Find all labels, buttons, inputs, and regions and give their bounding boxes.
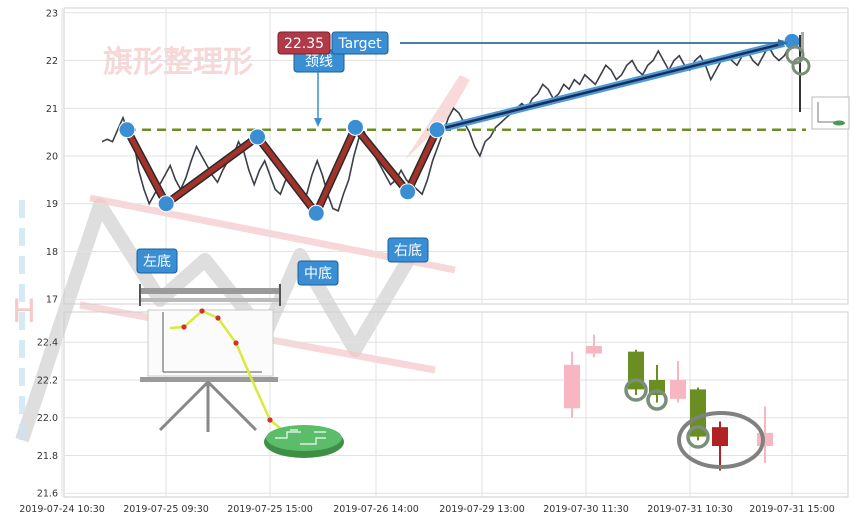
- candle-body: [690, 389, 706, 437]
- easel-chart-icon: [139, 284, 291, 437]
- middle-bottom-label: 中底: [297, 260, 339, 286]
- candle-highlight-circles: [624, 45, 811, 469]
- pivot-point: [249, 128, 267, 146]
- pattern-leg: [255, 134, 319, 216]
- highlight-ring-2: [646, 389, 668, 411]
- pivot-point: [428, 121, 446, 139]
- pivot-point: [399, 183, 417, 201]
- bottom-y-tick-label: 22.2: [37, 375, 58, 386]
- pattern-leg: [313, 124, 358, 216]
- x-axis-ticks: 2019-07-24 10:30 2019-07-25 09:30 2019-07-…: [19, 504, 835, 515]
- title-watermark: 旗形整理形: [103, 45, 253, 80]
- bottom-y-tick-label: 22.4: [37, 338, 58, 349]
- top-panel-grid: [61, 7, 849, 305]
- price-line: [101, 40, 801, 213]
- bottom-y-tick-label: 21.8: [37, 451, 58, 462]
- pivot-point: [307, 204, 325, 222]
- top-y-tick-label: 20: [46, 152, 58, 163]
- x-tick-label: 2019-07-31 10:30: [647, 504, 733, 515]
- candle-body: [712, 427, 728, 447]
- candle-body: [586, 345, 602, 354]
- pattern-leg: [435, 40, 794, 131]
- price-series: [101, 40, 801, 213]
- left-bottom-text: 左底: [143, 254, 171, 270]
- top-highlight-ring-2: [791, 56, 811, 76]
- x-tick-label: 2019-07-24 10:30: [19, 504, 105, 515]
- pattern-leg: [352, 124, 411, 195]
- highlight-ellipse: [677, 411, 765, 469]
- middle-bottom-text: 中底: [304, 266, 332, 282]
- bottom-y-tick-label: 21.6: [37, 489, 58, 500]
- x-tick-label: 2019-07-25 09:30: [123, 504, 209, 515]
- candle-body: [757, 432, 773, 447]
- right-bottom-text: 右底: [394, 243, 422, 259]
- pattern-leg: [124, 127, 169, 207]
- pivot-points: [118, 32, 801, 222]
- zigzag-watermark: [15, 198, 427, 443]
- top-y-tick-label: 17: [46, 295, 58, 306]
- x-tick-label: 2019-07-26 14:00: [333, 504, 419, 515]
- candle-body: [670, 379, 686, 399]
- neckline-text: 颈线: [305, 54, 333, 70]
- target-word-text: Target: [337, 36, 382, 52]
- target-pointer-arrow-icon: [778, 39, 788, 47]
- neckline-pointer-arrow-icon: [314, 118, 322, 127]
- top-y-tick-label: 23: [46, 8, 58, 19]
- top-y-tick-label: 21: [46, 104, 58, 115]
- arrow-watermark: [405, 75, 470, 160]
- pivot-point: [118, 121, 136, 139]
- target-label: 22.35 Target: [277, 31, 788, 55]
- x-tick-label: 2019-07-31 15:00: [749, 504, 835, 515]
- top-panel-y-ticks: 17 18 19 20 21 22 23: [46, 8, 58, 305]
- pattern-leg: [405, 127, 440, 195]
- x-tick-label: 2019-07-29 13:00: [439, 504, 525, 515]
- bottom-panel-y-ticks: 21.6 21.8 22.0 22.2 22.4: [37, 338, 58, 500]
- highlight-ring-1: [624, 378, 648, 402]
- pattern-leg: [163, 134, 261, 207]
- neckline-label: 颈线: [293, 49, 345, 127]
- candle-body: [564, 364, 580, 409]
- x-tick-label: 2019-07-25 15:00: [227, 504, 313, 515]
- left-bottom-label: 左底: [136, 248, 178, 274]
- x-tick-label: 2019-07-30 11:30: [543, 504, 629, 515]
- pattern-legs: [123, 37, 796, 218]
- top-y-tick-label: 22: [46, 56, 58, 67]
- bottom-y-tick-label: 22.0: [37, 413, 58, 424]
- target-price-text: 22.35: [284, 36, 324, 52]
- pivot-point: [157, 195, 175, 213]
- right-bottom-label: 右底: [387, 237, 429, 263]
- bottom-panel-frame: [63, 311, 849, 498]
- circuit-disc-icon: [264, 425, 344, 458]
- top-y-tick-label: 18: [46, 247, 58, 258]
- pivot-point: [346, 118, 364, 136]
- highlight-ring-3: [686, 425, 710, 449]
- top-y-tick-label: 19: [46, 199, 58, 210]
